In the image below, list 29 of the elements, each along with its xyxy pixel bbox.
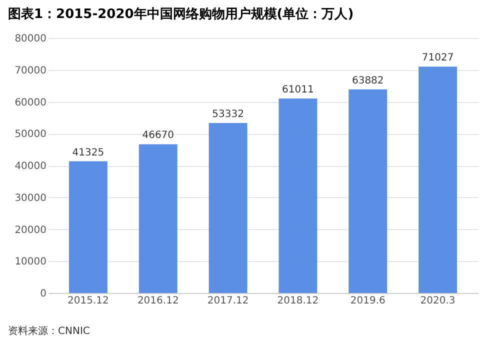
y-tick-label: 10000 [14, 256, 46, 268]
data-label: 53332 [212, 109, 244, 120]
x-tick-label: 2016.12 [137, 296, 179, 306]
x-tick-label: 2020.3 [420, 296, 456, 306]
data-label: 71027 [422, 52, 454, 64]
bar [68, 161, 108, 293]
y-tick-label: 80000 [14, 34, 46, 44]
y-tick-label: 70000 [14, 65, 46, 76]
y-tick-label: 60000 [14, 97, 46, 108]
x-tick-label: 2018.12 [277, 296, 319, 306]
y-tick-label: 30000 [14, 192, 46, 204]
y-tick-label: 50000 [14, 129, 46, 140]
x-tick-label: 2017.12 [207, 296, 249, 306]
bar [138, 144, 178, 293]
bar [278, 98, 318, 293]
data-label: 63882 [352, 75, 384, 86]
data-label: 41325 [72, 147, 104, 158]
chart-title: 图表1：2015-2020年中国网络购物用户规模(单位：万人) [8, 6, 354, 22]
y-tick-label: 20000 [14, 224, 46, 236]
x-tick-label: 2019.6 [350, 296, 386, 306]
text: 资料来源：CNNIC [8, 325, 90, 337]
data-label: 46670 [142, 130, 174, 142]
bar [208, 123, 248, 293]
bar [418, 66, 458, 293]
data-label: 61011 [282, 84, 314, 96]
x-tick-label: 2015.12 [68, 296, 109, 306]
y-tick-label: 40000 [14, 161, 46, 172]
bar [348, 89, 388, 293]
y-tick-label: 0 [40, 288, 46, 300]
